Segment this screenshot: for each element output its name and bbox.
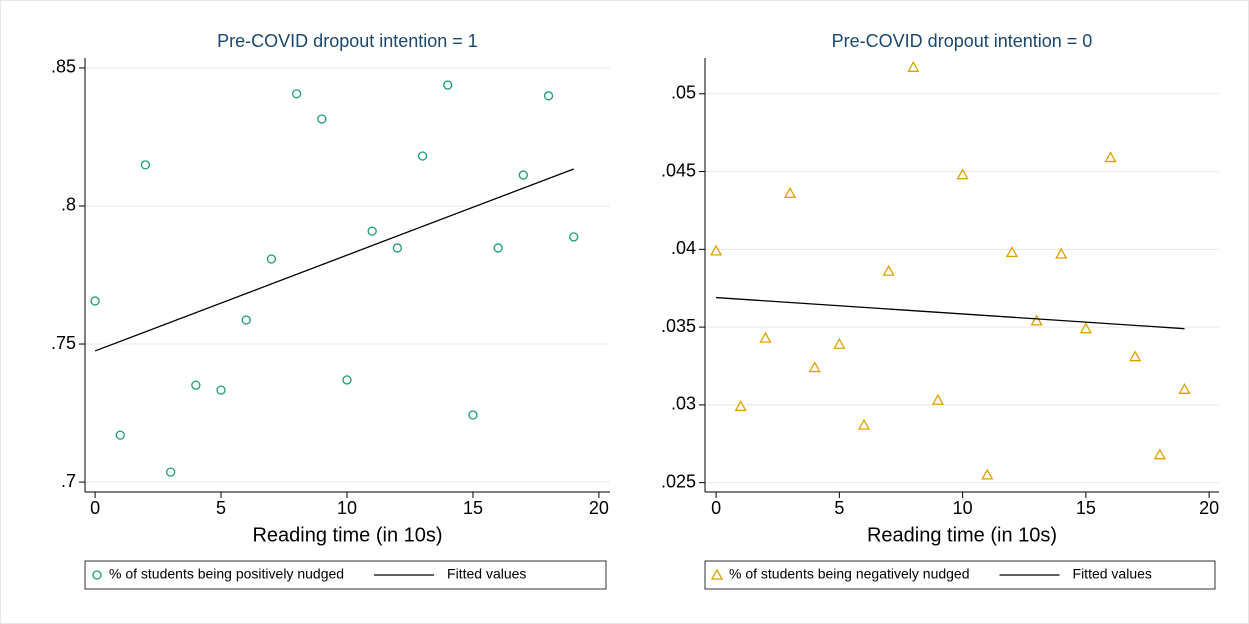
y-tick-label: .75 xyxy=(51,333,76,353)
point xyxy=(543,91,554,101)
y-tick-label: .04 xyxy=(671,238,696,258)
point xyxy=(1129,350,1142,362)
point xyxy=(1030,314,1043,326)
fitted-line xyxy=(94,168,574,352)
point xyxy=(90,296,100,306)
legend-label: Fitted values xyxy=(447,566,526,582)
point xyxy=(191,380,201,390)
x-tick-label: 5 xyxy=(834,498,844,518)
x-tick-label: 20 xyxy=(589,498,609,518)
x-axis-label: Reading time (in 10s) xyxy=(867,524,1057,546)
x-tick-label: 10 xyxy=(337,498,357,518)
point xyxy=(882,264,895,276)
point xyxy=(857,418,871,430)
legend-label: % of students being negatively nudged xyxy=(729,566,970,582)
point xyxy=(493,243,503,253)
point xyxy=(759,331,772,343)
point xyxy=(709,244,723,256)
y-tick-label: .7 xyxy=(61,471,76,491)
y-tick-label: .8 xyxy=(61,195,76,215)
point xyxy=(468,410,478,420)
x-tick-label: 5 xyxy=(216,498,226,518)
point xyxy=(1005,246,1019,258)
point xyxy=(317,114,327,124)
y-tick-label: .85 xyxy=(51,57,76,77)
point xyxy=(1079,322,1092,334)
point xyxy=(1153,448,1166,460)
point xyxy=(931,393,945,405)
x-axis-label: Reading time (in 10s) xyxy=(252,524,442,546)
point xyxy=(981,468,994,480)
panel-title: Pre-COVID dropout intention = 0 xyxy=(832,31,1093,51)
point xyxy=(907,60,920,72)
legend-box xyxy=(704,560,1216,590)
point xyxy=(342,375,352,385)
legend-label: % of students being positively nudged xyxy=(109,566,344,582)
legend-key xyxy=(92,570,102,580)
y-tick-label: .045 xyxy=(661,160,696,180)
y-tick-label: .03 xyxy=(671,394,696,414)
point xyxy=(956,168,969,180)
legend-label: Fitted values xyxy=(1073,566,1152,582)
y-tick-label: .05 xyxy=(671,83,696,103)
x-tick-label: 0 xyxy=(90,498,100,518)
point xyxy=(241,315,251,325)
point xyxy=(115,430,125,440)
x-tick-label: 0 xyxy=(711,498,721,518)
legend-box xyxy=(84,560,607,590)
point xyxy=(216,385,226,395)
point xyxy=(1104,151,1117,163)
point xyxy=(808,361,821,373)
x-tick-label: 15 xyxy=(1076,498,1096,518)
panel-title: Pre-COVID dropout intention = 1 xyxy=(217,31,478,51)
point xyxy=(569,232,579,242)
point xyxy=(833,337,846,349)
x-tick-label: 15 xyxy=(463,498,483,518)
x-tick-label: 20 xyxy=(1199,498,1219,518)
point xyxy=(417,151,428,161)
point xyxy=(518,170,528,180)
x-tick-label: 10 xyxy=(953,498,973,518)
legend-key xyxy=(710,568,724,580)
point xyxy=(140,160,151,170)
fitted-line xyxy=(716,296,1185,330)
point xyxy=(443,80,453,90)
y-tick-label: .025 xyxy=(661,471,696,491)
point xyxy=(783,186,797,198)
point xyxy=(392,243,403,253)
point xyxy=(266,254,277,264)
point xyxy=(1055,247,1068,259)
point xyxy=(734,400,747,412)
point xyxy=(291,89,302,99)
point xyxy=(367,226,377,236)
point xyxy=(1178,382,1191,394)
y-tick-label: .035 xyxy=(661,316,696,336)
point xyxy=(166,467,176,477)
